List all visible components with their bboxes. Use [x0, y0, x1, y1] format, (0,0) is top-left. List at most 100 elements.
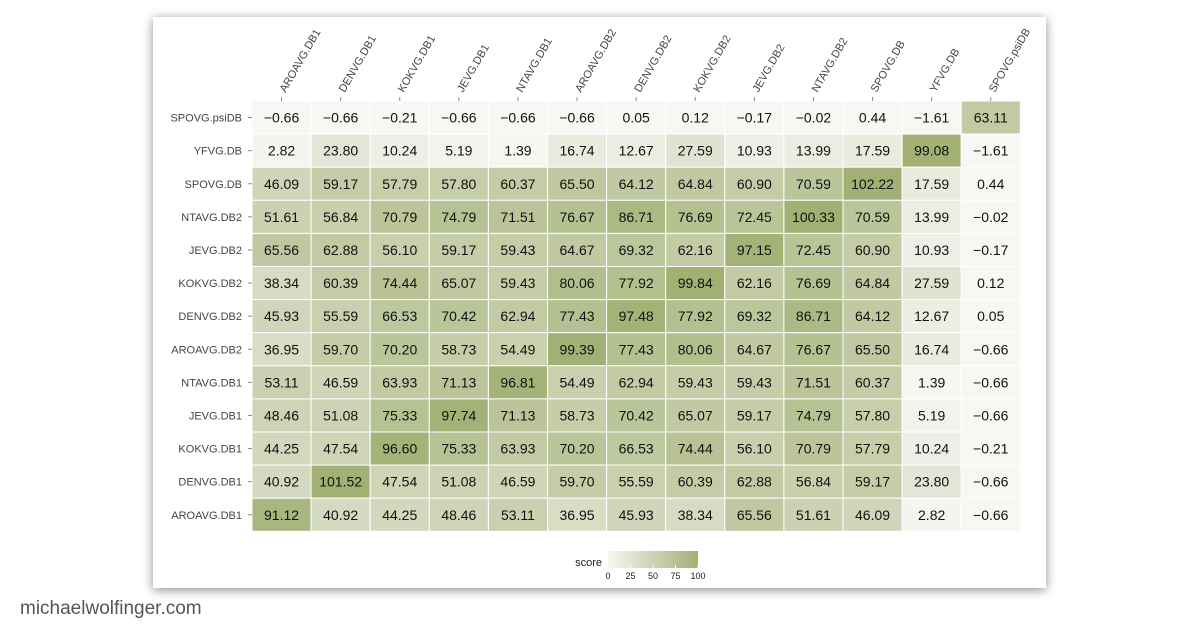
cell-value-label: 44.25: [382, 507, 417, 523]
heatmap-cell: [310, 100, 371, 135]
cell-value-label: 59.17: [855, 474, 890, 490]
heatmap-cell: [665, 431, 726, 466]
heatmap-cell: [783, 398, 844, 433]
heatmap-cell: [606, 133, 667, 168]
heatmap-cell: [724, 332, 785, 367]
heatmap-cell: [547, 464, 608, 499]
cell-value-label: 48.46: [441, 507, 476, 523]
cell-value-label: 70.20: [382, 341, 417, 357]
cell-value-label: 23.80: [323, 143, 358, 159]
cell-value-label: 47.54: [323, 441, 358, 457]
cell-value-label: 97.74: [441, 407, 476, 423]
heatmap-cell: [960, 133, 1021, 168]
cell-value-label: 53.11: [265, 374, 299, 390]
cell-value-label: 97.15: [737, 242, 772, 258]
cell-value-label: 0.44: [859, 110, 886, 126]
heatmap-cell: [842, 266, 903, 301]
cell-value-label: 60.37: [855, 374, 890, 390]
cell-value-label: 45.93: [619, 507, 654, 523]
heatmap-cell: [783, 497, 844, 532]
cell-value-label: −1.61: [914, 110, 950, 126]
heatmap-cell: [369, 398, 430, 433]
heatmap-cell: [783, 266, 844, 301]
heatmap-cell: [665, 365, 726, 400]
cell-value-label: 54.49: [560, 374, 595, 390]
cell-value-label: 1.39: [504, 143, 531, 159]
heatmap-cell: [960, 199, 1021, 234]
cell-value-label: 99.39: [560, 341, 595, 357]
cell-value-label: 17.59: [855, 143, 890, 159]
cell-value-label: 51.08: [441, 474, 476, 490]
cell-value-label: 44.25: [264, 441, 299, 457]
heatmap-cell: [251, 199, 312, 234]
cell-value-label: 5.19: [445, 143, 472, 159]
cell-value-label: 76.67: [796, 341, 831, 357]
x-axis-label: DENVG.DB2: [632, 33, 674, 94]
cell-value-label: 54.49: [500, 341, 535, 357]
y-axis-label: NTAVG.DB2: [181, 212, 242, 224]
x-axis-label: SPOVG.DB: [869, 39, 908, 95]
heatmap-cell: [783, 100, 844, 135]
cell-value-label: 80.06: [560, 275, 595, 291]
cell-value-label: 77.92: [678, 308, 713, 324]
cell-value-label: 59.70: [323, 341, 358, 357]
cell-value-label: 60.39: [678, 474, 713, 490]
cell-value-label: 86.71: [619, 209, 654, 225]
y-axis-label: JEVG.DB1: [189, 410, 242, 422]
cell-value-label: 86.71: [796, 308, 831, 324]
cell-value-label: 62.94: [619, 374, 654, 390]
cell-value-label: 71.51: [500, 209, 535, 225]
heatmap-cell: [842, 398, 903, 433]
heatmap-cell: [724, 199, 785, 234]
cell-value-label: 75.33: [441, 441, 476, 457]
x-axis-label: JEVG.DB1: [455, 42, 492, 94]
cell-value-label: 0.12: [682, 110, 709, 126]
heatmap-cell: [901, 497, 962, 532]
heatmap-cell: [960, 431, 1021, 466]
cell-value-label: −0.66: [441, 110, 477, 126]
cell-value-label: 57.80: [441, 176, 476, 192]
heatmap-cell: [251, 431, 312, 466]
cell-value-label: 63.11: [974, 110, 1008, 126]
heatmap-cell: [901, 464, 962, 499]
cell-value-label: 51.61: [264, 209, 299, 225]
heatmap-cell: [428, 199, 489, 234]
cell-value-label: −0.66: [973, 407, 1009, 423]
cell-value-label: 60.37: [500, 176, 535, 192]
heatmap-cell: [665, 464, 726, 499]
cell-value-label: 46.09: [855, 507, 890, 523]
cell-value-label: 80.06: [678, 341, 713, 357]
heatmap-cell: [842, 199, 903, 234]
cell-value-label: 65.50: [560, 176, 595, 192]
heatmap-cell: [251, 299, 312, 334]
heatmap-cell: [842, 299, 903, 334]
cell-value-label: 74.79: [796, 407, 831, 423]
cell-value-label: 59.17: [737, 407, 772, 423]
cell-value-label: 77.43: [619, 341, 654, 357]
heatmap-cell: [960, 266, 1021, 301]
heatmap-cell: [369, 299, 430, 334]
legend-title: score: [575, 557, 602, 569]
cell-value-label: 38.34: [678, 507, 713, 523]
heatmap-cell: [487, 266, 548, 301]
cell-value-label: 12.67: [619, 143, 654, 159]
cell-value-label: 62.88: [323, 242, 358, 258]
heatmap-cell: [310, 398, 371, 433]
cell-value-label: 40.92: [323, 507, 358, 523]
x-axis-label: AROAVG.DB2: [573, 27, 619, 94]
heatmap-cell: [606, 266, 667, 301]
heatmap-cell: [665, 332, 726, 367]
cell-value-label: 5.19: [918, 407, 945, 423]
cell-value-label: 59.17: [441, 242, 476, 258]
heatmap-cell: [310, 232, 371, 267]
heatmap-cell: [428, 497, 489, 532]
heatmap-cell: [547, 497, 608, 532]
heatmap-cell: [251, 365, 312, 400]
heatmap-cell: [428, 464, 489, 499]
cell-value-label: 10.24: [382, 143, 417, 159]
heatmap-cell: [724, 398, 785, 433]
heatmap-cell: [724, 464, 785, 499]
cell-value-label: 27.59: [914, 275, 949, 291]
heatmap-cell: [487, 497, 548, 532]
heatmap-cell: [369, 199, 430, 234]
